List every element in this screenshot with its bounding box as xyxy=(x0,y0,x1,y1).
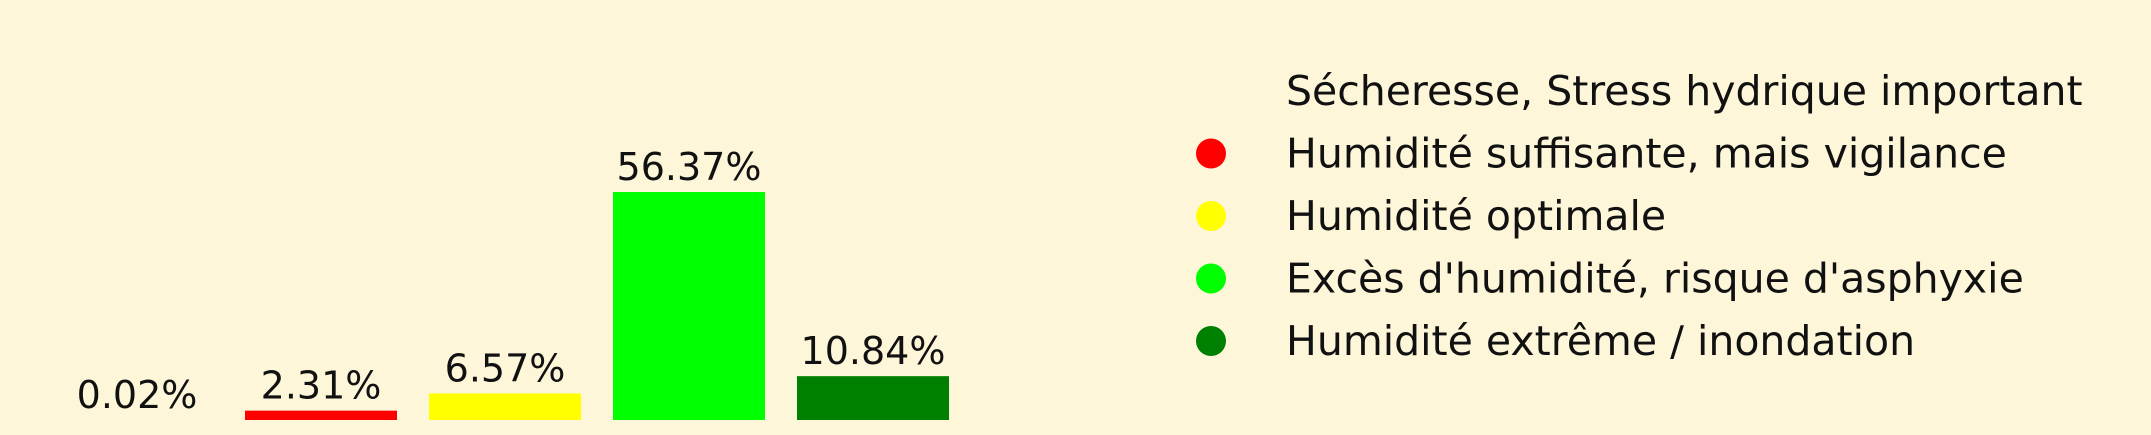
legend-marker-3 xyxy=(1196,201,1226,231)
legend-label-2: Humidité suffisante, mais vigilance xyxy=(1286,130,2007,178)
data-label-4: 56.37% xyxy=(617,145,762,189)
legend-marker-2 xyxy=(1196,138,1226,169)
bar-5 xyxy=(797,376,949,420)
data-label-2: 2.31% xyxy=(261,364,382,408)
legend-label-4: Excès d'humidité, risque d'asphyxie xyxy=(1286,255,2024,303)
bar-3 xyxy=(429,393,581,420)
data-labels-group: 0.02% 2.31% 6.57% 56.37% 10.84% xyxy=(77,145,946,417)
data-label-5: 10.84% xyxy=(801,329,946,373)
legend-label-3: Humidité optimale xyxy=(1286,192,1666,240)
legend-label-5: Humidité extrême / inondation xyxy=(1286,317,1915,365)
legend-marker-4 xyxy=(1196,263,1226,294)
data-label-3: 6.57% xyxy=(445,346,566,390)
data-label-1: 0.02% xyxy=(77,373,198,417)
legend-label-1: Sécheresse, Stress hydrique important xyxy=(1286,67,2083,115)
legend-marker-1 xyxy=(1196,76,1226,106)
bar-4 xyxy=(613,192,765,420)
legend: Sécheresse, Stress hydrique important Hum… xyxy=(1196,67,2083,365)
legend-marker-5 xyxy=(1196,326,1226,356)
bar-2 xyxy=(245,410,397,420)
bars-group xyxy=(61,192,949,420)
